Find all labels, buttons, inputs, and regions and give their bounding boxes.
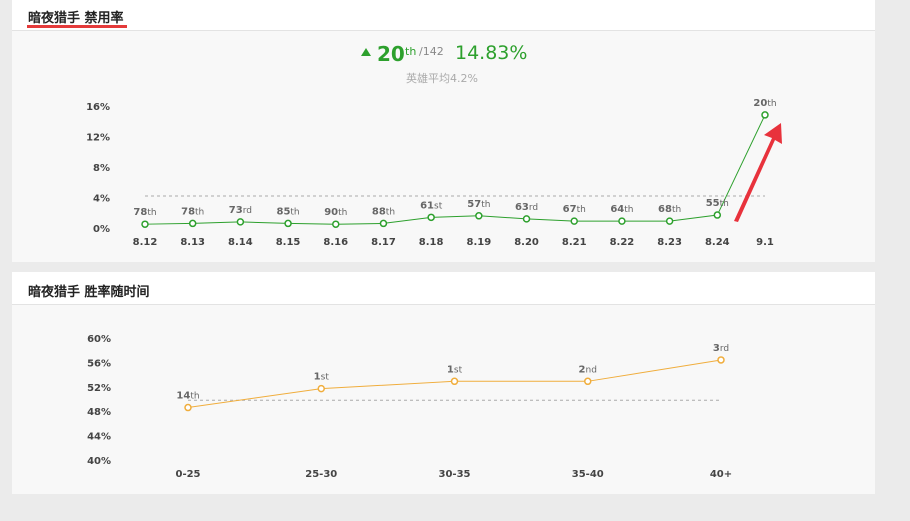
y-tick-label: 60%	[87, 334, 111, 345]
data-point	[522, 215, 531, 223]
ban-rank-number: 20	[377, 42, 405, 66]
data-point	[618, 217, 626, 225]
y-tick-label: 12%	[86, 133, 110, 144]
point-rank-label: 1st	[447, 364, 463, 375]
series-line	[144, 114, 766, 225]
data-point	[184, 403, 192, 412]
point-rank-label: 1st	[314, 372, 330, 383]
x-tick-label: 8.19	[467, 237, 492, 248]
x-tick-label: 8.21	[562, 237, 587, 248]
data-point	[317, 384, 325, 393]
point-rank-label: 57th	[467, 199, 490, 210]
point-rank-label: 63rd	[515, 202, 538, 213]
ban-rate-title: 暗夜猎手 禁用率	[28, 11, 124, 26]
point-rank-label: 14th	[176, 391, 199, 402]
winrate-panel: 暗夜猎手 胜率随时间 40% 44% 48% 52% 56% 60% 0-25 25-30 30…	[12, 272, 875, 494]
ban-rank-suffix: th	[405, 45, 417, 58]
y-tick-label: 8%	[93, 163, 110, 174]
y-tick-label: 52%	[87, 383, 111, 394]
x-tick-label: 30-35	[439, 469, 471, 480]
x-tick-label: 25-30	[305, 469, 337, 480]
y-tick-label: 4%	[93, 194, 110, 205]
x-tick-label: 8.24	[705, 237, 730, 248]
point-rank-label: 61st	[420, 200, 443, 211]
x-tick-label: 8.17	[371, 237, 396, 248]
annotation-arrow-icon	[734, 123, 782, 222]
hero-average-text: 英雄平均4.2%	[406, 72, 478, 85]
x-tick-label: 8.22	[610, 237, 635, 248]
y-tick-label: 56%	[87, 358, 111, 369]
ban-rate-chart: 0% 4% 8% 12% 16% 8.12 8.13 8.14 8.15 8.16 8.17 8.18…	[86, 98, 782, 248]
y-tick-label: 40%	[87, 456, 111, 467]
y-tick-label: 48%	[87, 407, 111, 418]
rank-up-arrow-icon	[361, 48, 371, 56]
x-tick-label: 8.20	[514, 237, 539, 248]
ban-summary: 20 th /142 14.83% 英雄平均4.2%	[12, 42, 875, 86]
y-tick-label: 16%	[86, 102, 110, 113]
x-tick-label: 8.14	[228, 237, 253, 248]
ban-rate-value: 14.83%	[455, 42, 528, 64]
point-rank-label: 73rd	[229, 205, 252, 216]
point-rank-label: 67th	[563, 204, 586, 215]
data-point	[450, 377, 459, 386]
data-point	[141, 220, 149, 228]
x-tick-label: 8.13	[180, 237, 205, 248]
data-point	[570, 217, 578, 225]
point-rank-label: 55th	[706, 198, 729, 209]
point-rank-label: 20th	[753, 98, 776, 109]
ban-rate-panel: 暗夜猎手 禁用率 20 th /142 14.83% 英雄平均4.2% 0% 4%…	[12, 0, 875, 262]
x-tick-label: 9.1	[756, 237, 774, 248]
data-point	[284, 219, 292, 228]
x-tick-label: 40+	[710, 469, 732, 480]
point-rank-label: 85th	[276, 206, 299, 217]
x-tick-label: 8.23	[657, 237, 682, 248]
point-rank-label: 78th	[181, 206, 204, 217]
data-point	[713, 211, 722, 219]
x-tick-label: 8.12	[133, 237, 158, 248]
point-rank-label: 90th	[324, 207, 347, 218]
x-tick-label: 8.18	[419, 237, 444, 248]
data-point	[332, 220, 340, 228]
data-point	[761, 111, 769, 119]
data-point	[379, 219, 388, 228]
point-rank-label: 3rd	[713, 343, 729, 354]
ban-rank-total: /142	[419, 45, 444, 58]
x-tick-label: 0-25	[175, 469, 200, 480]
winrate-chart: 40% 44% 48% 52% 56% 60% 0-25 25-30 30-35 35-40 40+…	[87, 334, 732, 480]
point-rank-label: 88th	[372, 206, 395, 217]
x-tick-label: 8.16	[323, 237, 348, 248]
point-rank-label: 64th	[610, 204, 633, 215]
data-point	[188, 219, 197, 228]
winrate-header: 暗夜猎手 胜率随时间	[12, 272, 875, 305]
y-tick-label: 0%	[93, 224, 110, 235]
point-rank-label: 78th	[133, 207, 156, 218]
title-underline	[27, 25, 127, 28]
ban-rate-header: 暗夜猎手 禁用率	[12, 0, 875, 31]
point-rank-label: 68th	[658, 204, 681, 215]
winrate-title: 暗夜猎手 胜率随时间	[28, 285, 150, 300]
x-tick-label: 35-40	[572, 469, 604, 480]
data-point	[584, 377, 592, 386]
x-tick-label: 8.15	[276, 237, 301, 248]
data-point	[236, 218, 245, 226]
point-rank-label: 2nd	[579, 364, 597, 375]
data-point	[717, 356, 725, 364]
data-point	[427, 213, 435, 222]
data-point	[665, 217, 674, 225]
data-point	[475, 212, 483, 220]
y-tick-label: 44%	[87, 432, 111, 443]
